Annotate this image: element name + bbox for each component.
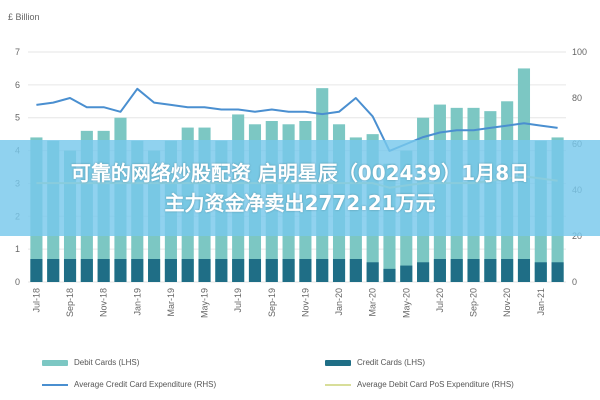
credit-bar (349, 259, 362, 282)
credit-bar (80, 259, 93, 282)
legend-label-avg-credit: Average Credit Card Expenditure (RHS) (74, 380, 217, 389)
headline-banner: 可靠的网络炒股配资 启明星辰（002439）1月8日 主力资金净卖出2772.2… (0, 140, 600, 236)
credit-bar (131, 259, 144, 282)
headline-line-2: 主力资金净卖出2772.21万元 (164, 191, 436, 215)
legend-item-debit: Debit Cards (LHS) (42, 358, 139, 367)
credit-bar (63, 259, 77, 282)
credit-bar (433, 259, 446, 282)
right-tick-label: 80 (572, 93, 582, 103)
credit-bar (198, 259, 211, 282)
x-tick-label: Sep-18 (65, 288, 75, 317)
credit-bar (534, 262, 547, 282)
legend-item-credit: Credit Cards (LHS) (325, 358, 425, 367)
credit-bar (232, 259, 245, 282)
headline-line-1: 可靠的网络炒股配资 启明星辰（002439）1月8日 (70, 161, 530, 185)
x-tick-label: May-19 (200, 288, 210, 318)
credit-bar (484, 259, 497, 282)
credit-bar (164, 259, 177, 282)
credit-bar (97, 259, 110, 282)
avg-credit-line (36, 87, 558, 152)
credit-bar (501, 259, 514, 282)
right-tick-label: 20 (572, 231, 582, 241)
left-tick-label: 1 (15, 244, 20, 254)
unit-label: £ Billion (8, 12, 40, 22)
legend-item-avg-credit: Average Credit Card Expenditure (RHS) (42, 380, 216, 389)
x-tick-label: Jan-21 (536, 288, 546, 316)
left-tick-label: 7 (15, 47, 20, 57)
credit-bar (248, 259, 262, 282)
credit-bar (383, 268, 396, 282)
x-tick-label: Nov-19 (300, 288, 310, 317)
left-tick-label: 0 (15, 277, 20, 287)
credit-bar (450, 259, 463, 282)
x-tick-label: Mar-20 (368, 288, 378, 317)
credit-bar (332, 259, 346, 282)
legend-label-credit: Credit Cards (LHS) (357, 358, 426, 367)
credit-bar (366, 262, 379, 282)
credit-bar (517, 259, 531, 282)
legend-swatch-credit (325, 359, 351, 366)
legend-swatch-avg-credit (42, 383, 68, 386)
credit-bar (215, 259, 228, 282)
x-tick-label: Jul-20 (435, 288, 445, 313)
left-tick-label: 6 (15, 80, 20, 90)
x-tick-label: Sep-19 (267, 288, 277, 317)
x-tick-label: Nov-20 (502, 288, 512, 317)
credit-bar (114, 259, 127, 282)
left-tick-label: 5 (15, 113, 20, 123)
x-tick-label: Mar-19 (166, 288, 176, 317)
credit-bar (417, 262, 430, 282)
x-tick-label: Jan-19 (132, 288, 142, 316)
credit-bar (299, 259, 312, 282)
credit-bar (265, 259, 278, 282)
right-tick-label: 100 (572, 47, 587, 57)
x-tick-label: Jan-20 (334, 288, 344, 316)
credit-bar (47, 259, 60, 282)
credit-bar (181, 259, 194, 282)
legend-swatch-debit (42, 359, 68, 366)
x-tick-label: May-20 (401, 288, 411, 318)
credit-bar (316, 259, 329, 282)
legend-item-avg-debit: Average Debit Card PoS Expenditure (RHS) (325, 380, 514, 389)
x-axis-tick-labels: Jul-18 Sep-18 Nov-18 Jan-19 Mar-19 May-19 Jul-… (31, 288, 545, 318)
credit-bar (467, 259, 480, 282)
credit-bar (148, 259, 161, 282)
credit-bar (400, 265, 413, 282)
legend: Debit Cards (LHS) Credit Cards (LHS) Ave… (0, 348, 600, 398)
right-tick-label: 0 (572, 277, 577, 287)
credit-bar (282, 259, 295, 282)
x-tick-label: Jul-18 (31, 288, 41, 313)
legend-label-debit: Debit Cards (LHS) (74, 358, 140, 367)
credit-bar (30, 259, 43, 282)
legend-swatch-avg-debit (325, 383, 351, 386)
x-tick-label: Nov-18 (99, 288, 109, 317)
x-tick-label: Jul-19 (233, 288, 243, 313)
credit-bar (551, 262, 564, 282)
x-tick-label: Sep-20 (469, 288, 479, 317)
legend-label-avg-debit: Average Debit Card PoS Expenditure (RHS) (357, 380, 514, 389)
